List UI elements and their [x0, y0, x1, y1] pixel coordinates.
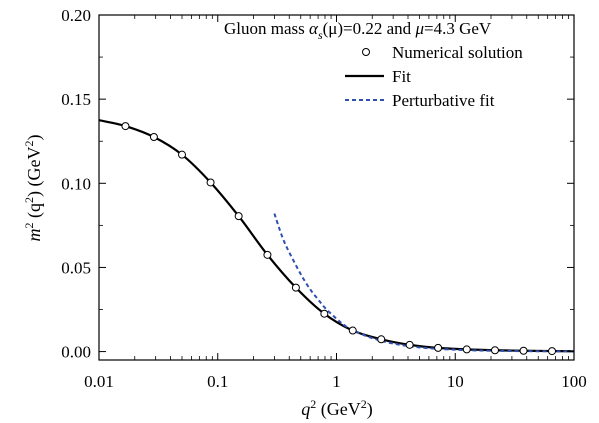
plot-frame — [98, 14, 575, 361]
y-tick-label: 0.20 — [61, 6, 91, 25]
data-point-numerical — [149, 133, 158, 142]
y-tick-label: 0.15 — [61, 90, 91, 109]
data-point-numerical — [434, 343, 443, 352]
data-point-numerical — [348, 326, 357, 335]
legend: Numerical solution Fit Perturbative fit — [345, 43, 523, 110]
data-point-numerical — [234, 212, 243, 221]
x-tick-label: 1 — [332, 372, 341, 391]
data-point-numerical — [291, 283, 300, 292]
data-point-numerical — [490, 346, 499, 355]
y-tick-label: 0.10 — [61, 174, 91, 193]
series-line-fit — [99, 119, 574, 353]
legend-label-fit: Fit — [392, 67, 411, 86]
data-point-numerical — [405, 340, 414, 349]
y-axis-title: m2 (q2) (GeV2) — [22, 135, 45, 242]
data-point-numerical — [519, 346, 528, 355]
legend-label-perturbative: Perturbative fit — [392, 91, 495, 110]
data-point-numerical — [462, 345, 471, 354]
data-point-numerical — [206, 178, 215, 187]
y-tick-label: 0.05 — [61, 258, 91, 277]
x-tick-label: 10 — [447, 372, 464, 391]
data-point-numerical — [121, 122, 130, 131]
x-tick-label: 0.1 — [207, 372, 228, 391]
marker-layer — [121, 122, 557, 356]
x-tick-label: 100 — [561, 372, 587, 391]
data-point-numerical — [178, 150, 187, 159]
legend-marker-numerical — [362, 48, 370, 56]
series-layer — [99, 119, 574, 353]
y-tick-label: 0.00 — [61, 343, 91, 362]
data-point-numerical — [263, 250, 272, 259]
x-axis-title: q2 (GeV2) — [301, 397, 372, 420]
tick-layer: 0.01 0.1 1 10 100 0.00 0.05 0.10 0.15 0.20 — [61, 6, 587, 391]
data-point-numerical — [320, 309, 329, 318]
x-tick-label: 0.01 — [84, 372, 114, 391]
chart-annotation: Gluon mass αs(μ)=0.22 and μ=4.3 GeV — [224, 19, 492, 42]
series-line-perturbative — [273, 213, 574, 353]
legend-label-numerical: Numerical solution — [392, 43, 523, 62]
data-point-numerical — [548, 347, 557, 356]
data-point-numerical — [377, 335, 386, 344]
